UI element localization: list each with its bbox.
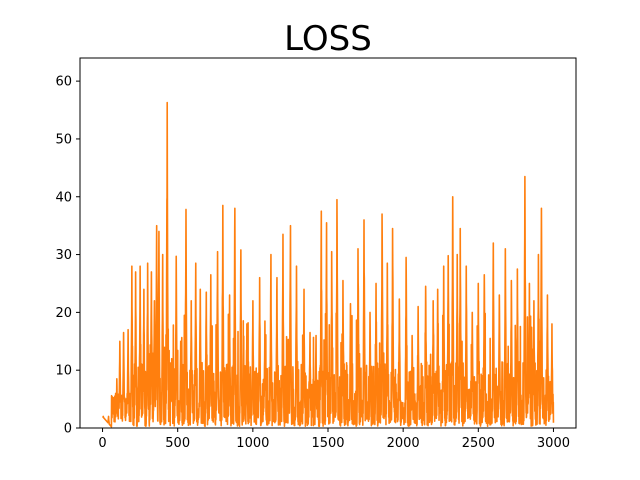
- x-tick-label: 500: [165, 436, 190, 451]
- y-tick-label: 20: [55, 306, 72, 321]
- y-tick-label: 30: [55, 248, 72, 263]
- x-tick-label: 1000: [236, 436, 269, 451]
- y-tick-label: 0: [64, 422, 72, 437]
- x-tick-label: 1500: [311, 436, 344, 451]
- y-tick-label: 50: [55, 132, 72, 147]
- y-tick-label: 40: [55, 190, 72, 205]
- x-tick-label: 3000: [537, 436, 570, 451]
- x-tick-label: 0: [98, 436, 106, 451]
- y-tick-label: 60: [55, 75, 72, 90]
- x-tick-label: 2500: [462, 436, 495, 451]
- chart-title: LOSS: [284, 19, 372, 59]
- x-tick-label: 2000: [387, 436, 420, 451]
- y-tick-label: 10: [55, 364, 72, 379]
